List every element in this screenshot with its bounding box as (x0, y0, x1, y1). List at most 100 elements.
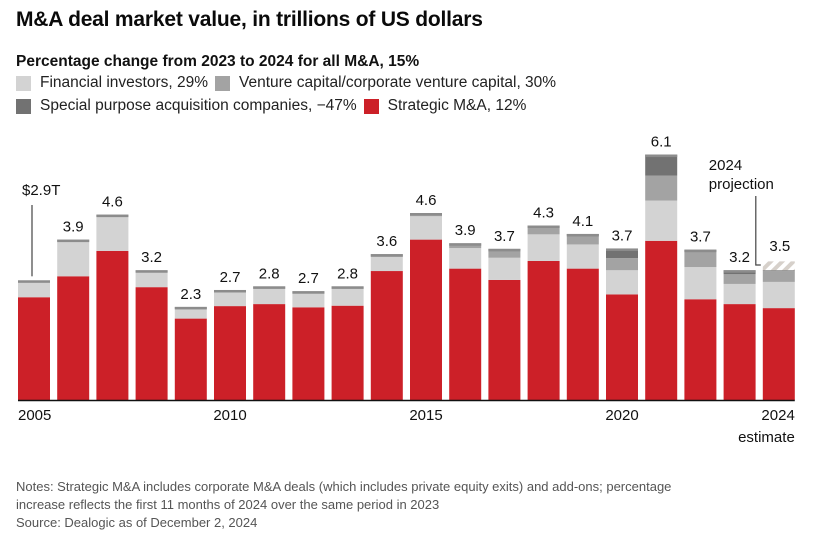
bar-top-edge-2014 (370, 254, 403, 257)
bar-top-edge-2011 (253, 286, 286, 289)
stacked-bar-chart: $2.9T 3.9 4.6 3.2 2.3 2.7 2.8 2.7 2.8 3.6 4.6 3.9 3.… (18, 134, 795, 446)
bar-segment-fi-2009 (174, 308, 207, 319)
bar-2022 (684, 249, 717, 400)
bar-2018 (527, 225, 560, 400)
bar-segment-strategic-2006 (57, 276, 90, 400)
legend-label-financial-investors: Financial investors, 29% (40, 74, 208, 91)
bar-segment-strategic-2015 (410, 239, 442, 400)
bar-segment-vc-2019 (566, 235, 599, 245)
bar-2012 (292, 291, 325, 400)
notes-line-2: increase reflects the first 11 months of… (16, 497, 440, 512)
bar-segment-strategic-2005 (18, 297, 50, 400)
x-tick-2015: 2015 (409, 407, 442, 424)
bar-segment-fi-2015 (410, 216, 442, 240)
bar-segment-fi-2007 (96, 216, 129, 251)
bar-segment-fi-2020 (606, 270, 638, 295)
bar-segment-strategic-2013 (331, 305, 364, 400)
legend-swatch-spac (16, 98, 31, 114)
projection-annotation-line2: projection (709, 176, 774, 193)
projection-annotation-line1: 2024 (709, 157, 742, 174)
bar-segment-fi-2005 (18, 280, 50, 298)
bar-top-edge-2013 (331, 286, 364, 289)
total-label-2005: $2.9T (22, 182, 60, 199)
bar-2011 (253, 286, 286, 400)
bar-top-edge-2021 (645, 154, 678, 158)
total-label-2018: 4.3 (533, 205, 554, 222)
bar-2006 (57, 239, 90, 400)
bar-segment-strategic-2016 (449, 268, 482, 400)
legend-label-spac: Special purpose acquisition companies, −… (40, 97, 357, 114)
bar-top-edge-2018 (527, 225, 560, 229)
bar-segment-strategic-2007 (96, 250, 129, 400)
bar-segment-strategic-2021 (645, 240, 678, 400)
bar-segment-strategic-2011 (253, 304, 286, 400)
bar-2019 (566, 233, 599, 400)
leader-line-projection (755, 196, 761, 266)
total-label-2010: 2.7 (220, 269, 241, 286)
total-label-2020: 3.7 (612, 227, 633, 244)
bar-2024 (762, 261, 795, 400)
legend-swatch-venture-capital (215, 75, 230, 91)
bar-segment-strategic-2008 (135, 287, 168, 400)
total-label-2015: 4.6 (416, 192, 437, 209)
bar-segment-strategic-2020 (606, 294, 638, 400)
total-label-2008: 3.2 (141, 249, 162, 266)
bars-group (18, 154, 795, 400)
bar-segment-strategic-2019 (566, 268, 599, 400)
bar-segment-spac-2020 (606, 248, 638, 259)
bar-2007 (96, 214, 129, 400)
bar-segment-spac-2021 (645, 154, 678, 176)
x-tick-2010: 2010 (213, 407, 246, 424)
bar-segment-fi-2014 (370, 256, 403, 272)
bar-top-edge-2015 (410, 213, 442, 216)
chart-subtitle: Percentage change from 2023 to 2024 for … (16, 53, 420, 70)
legend-item-financial-investors: Financial investors, 29% (16, 74, 208, 92)
bar-segment-vc-2022 (684, 251, 717, 268)
bar-top-edge-2010 (214, 289, 246, 293)
bar-2016 (449, 243, 482, 400)
total-label-2006: 3.9 (63, 219, 84, 236)
bar-segment-vc-2023 (723, 274, 756, 284)
annotations-group: 2024 projection (31, 157, 774, 277)
source-line: Source: Dealogic as of December 2, 2024 (16, 515, 258, 530)
x-axis: 2005 2010 2015 2020 2024 estimate (18, 399, 795, 446)
total-label-2019: 4.1 (572, 213, 593, 230)
bar-2017 (488, 248, 521, 400)
bar-segment-vc-2020 (606, 258, 638, 271)
bar-2015 (410, 213, 442, 400)
legend-swatch-financial-investors (16, 75, 31, 91)
bar-segment-strategic-2024 (762, 308, 795, 400)
legend-label-venture-capital: Venture capital/corporate venture capita… (239, 74, 557, 91)
bar-2010 (214, 289, 246, 400)
bar-segment-projection-2024 (762, 261, 795, 271)
total-label-2007: 4.6 (102, 194, 123, 211)
total-label-2022: 3.7 (690, 229, 711, 246)
bar-segment-strategic-2014 (370, 271, 403, 400)
legend-swatch-strategic (363, 98, 379, 114)
total-labels-group: $2.9T 3.9 4.6 3.2 2.3 2.7 2.8 2.7 2.8 3.6 4.6 3.9 3.… (22, 134, 790, 303)
legend-label-strategic: Strategic M&A, 12% (387, 97, 527, 114)
total-label-2017: 3.7 (494, 228, 515, 245)
chart-title: M&A deal market value, in trillions of U… (16, 8, 483, 31)
bar-top-edge-2006 (57, 239, 90, 243)
x-tick-sublabel-estimate: estimate (738, 429, 795, 446)
bar-top-edge-2007 (96, 214, 129, 218)
bar-segment-fi-2016 (449, 248, 482, 269)
bar-segment-fi-2010 (214, 291, 246, 307)
bar-segment-fi-2012 (292, 293, 325, 308)
legend-row-2: Special purpose acquisition companies, −… (16, 97, 533, 115)
bar-segment-strategic-2023 (723, 304, 756, 400)
bar-top-edge-2008 (135, 270, 168, 273)
total-label-2009: 2.3 (180, 286, 201, 303)
bar-top-edge-2022 (684, 249, 717, 253)
total-label-2011: 2.8 (259, 265, 280, 282)
bar-segment-vc-2018 (527, 225, 560, 235)
bar-top-edge-2019 (566, 233, 599, 237)
bar-2013 (331, 286, 364, 400)
bar-top-edge-2012 (292, 291, 325, 294)
bar-segment-fi-2021 (645, 200, 678, 241)
bar-segment-fi-2008 (135, 272, 168, 288)
bar-2009 (174, 306, 207, 400)
total-label-2021: 6.1 (651, 134, 672, 151)
bar-segment-strategic-2018 (527, 260, 560, 400)
